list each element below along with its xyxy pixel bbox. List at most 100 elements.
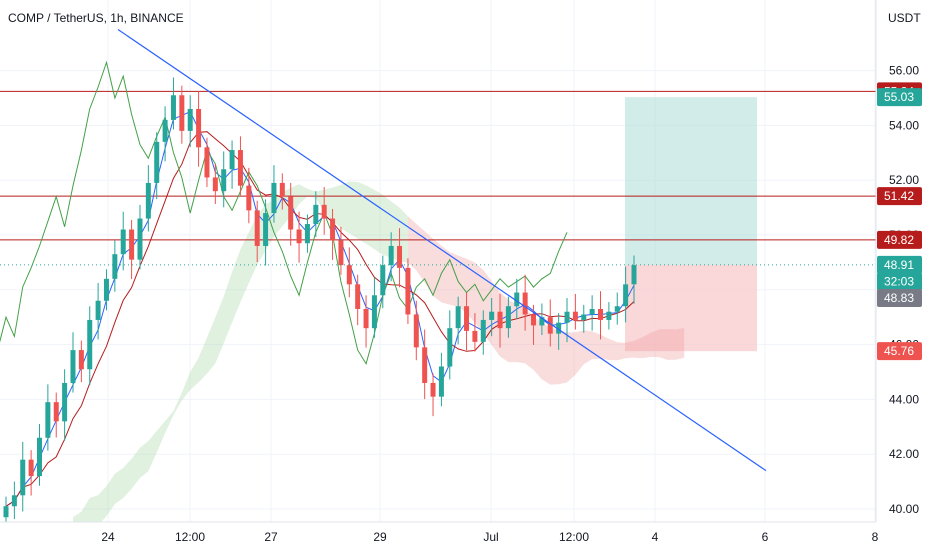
candle-body (388, 245, 394, 266)
candle (95, 282, 101, 340)
candle-body (246, 185, 252, 211)
candle-body (547, 317, 553, 334)
candle-body (480, 319, 486, 342)
candle-body (489, 311, 495, 320)
x-tick-label: 24 (101, 530, 115, 544)
candle-body (581, 314, 587, 320)
candle-body (514, 292, 520, 307)
price-badge-bg (877, 272, 922, 291)
candle (330, 208, 336, 260)
price-badge: 51.42 (877, 187, 922, 206)
candle-body (472, 330, 478, 342)
candle (20, 441, 26, 512)
candle (522, 274, 528, 331)
lagging-span (0, 60, 568, 366)
price-badge: 55.03 (877, 88, 922, 107)
x-tick-label: 6 (762, 530, 769, 544)
time-axis[interactable] (0, 522, 876, 550)
x-tick-label: 27 (264, 530, 278, 544)
price-badge-bg (877, 255, 922, 274)
y-tick-label: 56.00 (889, 64, 919, 78)
candle (204, 137, 210, 188)
cloud-bearish (407, 216, 685, 385)
candle-body (497, 311, 503, 329)
candle-body (572, 311, 578, 320)
candle (36, 424, 42, 486)
candle-body (455, 306, 461, 329)
x-tick-label: 8 (872, 530, 879, 544)
candles (3, 77, 637, 527)
candle (254, 200, 260, 263)
candle (112, 240, 118, 292)
candle (371, 277, 377, 338)
candle-body (397, 245, 403, 268)
x-tick-label: 4 (652, 530, 659, 544)
symbol-title: COMP / TetherUS, 1h, BINANCE (8, 11, 184, 25)
candle (162, 106, 168, 162)
candle-body (614, 306, 620, 312)
candle-body (564, 311, 570, 323)
candle-body (229, 150, 235, 170)
candle-body (623, 284, 629, 307)
candle (380, 255, 386, 309)
price-badge-label: 49.82 (884, 233, 914, 247)
candle (279, 173, 285, 210)
candle-body (346, 265, 352, 285)
ichimoku-lines (0, 60, 635, 507)
candle (531, 304, 537, 345)
candle-body (20, 459, 26, 496)
candle-body (170, 95, 176, 120)
candle-body (598, 308, 604, 320)
candle-body (221, 169, 227, 192)
cloud-bullish (73, 181, 408, 548)
candle (288, 182, 294, 246)
price-badge-bg (877, 230, 922, 249)
candle (70, 332, 76, 393)
candle (170, 77, 176, 130)
candle (497, 293, 503, 348)
candle (455, 296, 461, 345)
x-tick-label: Jul (483, 530, 498, 544)
candle-body (28, 459, 34, 477)
candle (296, 211, 302, 263)
candle-body (78, 350, 84, 370)
grid (0, 0, 876, 522)
candle-body (196, 108, 202, 148)
tenkan-line (5, 111, 635, 507)
trendline-group[interactable] (117, 29, 767, 472)
candle (397, 228, 403, 288)
candle (87, 306, 93, 386)
candle (338, 226, 344, 275)
price-badge-label: 32:03 (884, 275, 914, 289)
candle-body (606, 311, 612, 320)
candle-body (338, 240, 344, 266)
candle (263, 199, 269, 266)
candle-body (36, 437, 42, 477)
candle (120, 211, 126, 271)
candle-body (145, 182, 151, 219)
candle-body (422, 347, 428, 383)
candle (539, 303, 545, 336)
loss-zone (625, 264, 757, 352)
candle-body (271, 182, 277, 214)
candle-body (162, 119, 168, 142)
candle (237, 136, 243, 196)
x-axis-ticks: 24 12:00 27 29 Jul 12:00 4 6 8 (101, 530, 878, 544)
candle (472, 313, 478, 352)
candle-body (556, 322, 562, 334)
candle-body (405, 267, 411, 315)
y-tick-label: 54.00 (889, 118, 919, 132)
price-badge-label: 55.03 (884, 90, 914, 104)
candle (430, 373, 436, 417)
candle-body (154, 141, 160, 183)
trendline[interactable] (117, 29, 767, 472)
candle-body (631, 265, 637, 285)
candle-body (288, 196, 294, 230)
candle (422, 329, 428, 400)
x-tick-label: 12:00 (559, 530, 589, 544)
candle (221, 151, 227, 208)
candle-body (413, 314, 419, 348)
ichimoku-cloud (73, 181, 685, 548)
candle (489, 298, 495, 337)
